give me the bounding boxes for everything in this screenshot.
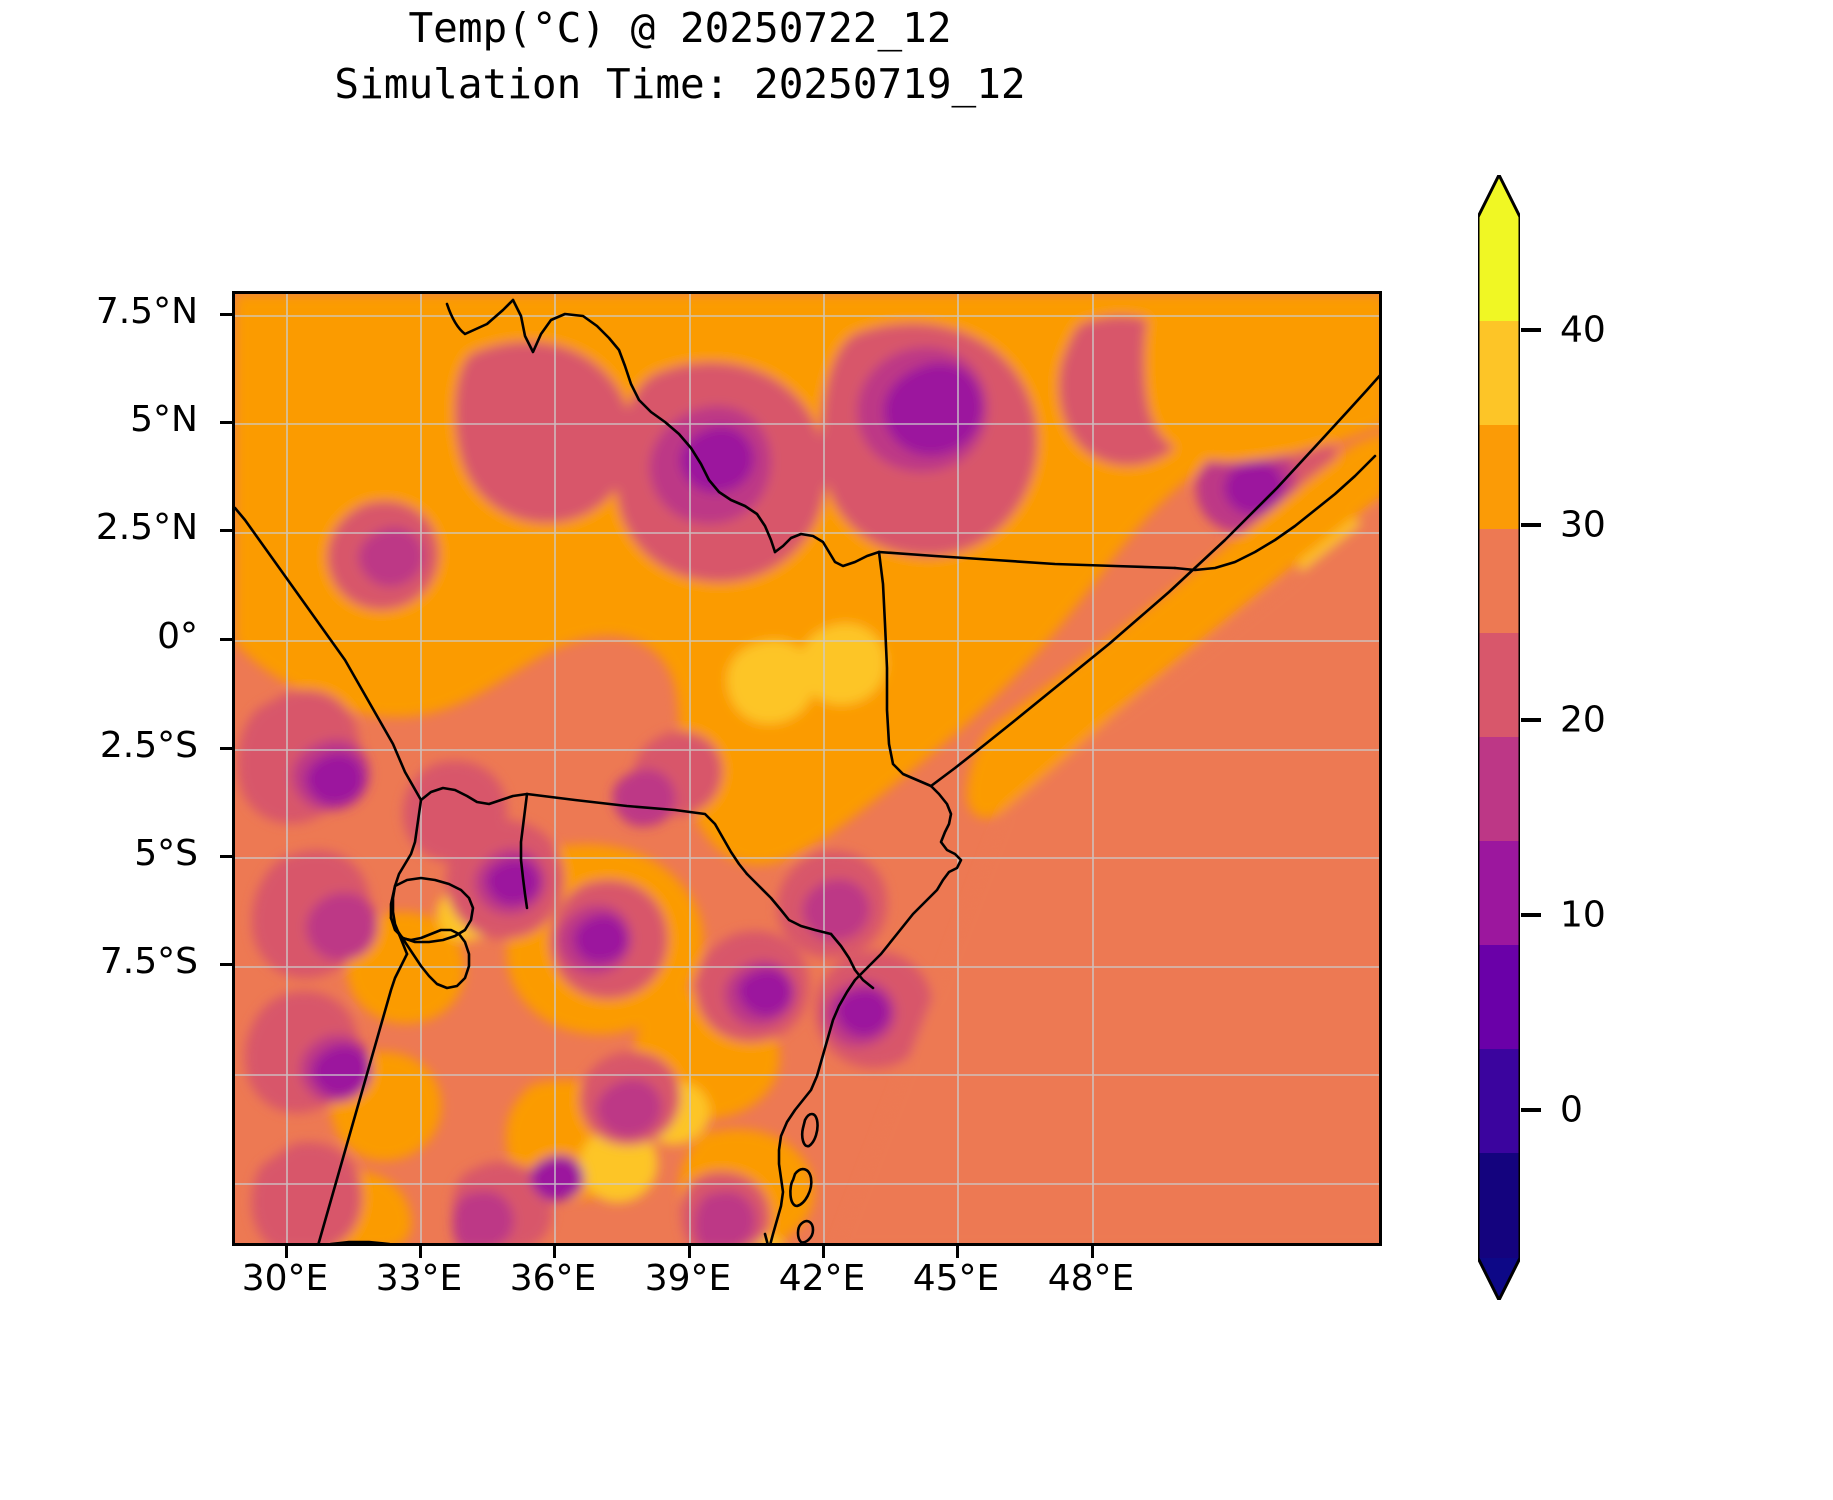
x-tick-label-48e: 48°E — [1047, 1258, 1135, 1299]
y-tick-label-7-5-s: 7.5°S — [99, 941, 198, 982]
x-tick-mark — [688, 1246, 691, 1258]
y-tick-mark — [220, 747, 232, 750]
title-line-1: Temp(°C) @ 20250722_12 — [408, 4, 952, 52]
colorbar-gradient — [1478, 175, 1520, 1300]
y-tick-mark — [220, 421, 232, 424]
colorbar-tick-mark — [1521, 1108, 1541, 1112]
colorbar-tick-mark — [1521, 913, 1541, 917]
x-tick-mark — [822, 1246, 825, 1258]
x-tick-label-39e: 39°E — [644, 1258, 732, 1299]
colorbar-label-40: 40 — [1560, 309, 1606, 351]
colorbar-tick-mark — [1521, 523, 1541, 527]
colorbar[interactable] — [1478, 175, 1520, 1300]
x-tick-mark — [419, 1246, 422, 1258]
page-title: Temp(°C) @ 20250722_12 Simulation Time: … — [0, 0, 1360, 112]
x-tick-label-33e: 33°E — [375, 1258, 463, 1299]
y-tick-label-0: 0° — [157, 616, 198, 657]
x-tick-mark — [956, 1246, 959, 1258]
map-gridlines — [235, 294, 1379, 1243]
x-tick-mark — [285, 1246, 288, 1258]
y-tick-label-7-5-n: 7.5°N — [95, 291, 198, 332]
colorbar-label-0: 0 — [1560, 1089, 1583, 1131]
x-tick-mark — [1091, 1246, 1094, 1258]
map-axes[interactable] — [232, 291, 1382, 1246]
y-tick-mark — [220, 963, 232, 966]
country-borders — [235, 298, 1379, 1243]
x-tick-mark — [553, 1246, 556, 1258]
y-tick-mark — [220, 855, 232, 858]
y-tick-label-2-5-s: 2.5°S — [99, 725, 198, 766]
y-tick-label-5-s: 5°S — [134, 833, 198, 874]
title-line-2: Simulation Time: 20250719_12 — [334, 60, 1026, 108]
colorbar-label-30: 30 — [1560, 504, 1606, 546]
temperature-contour-field — [235, 294, 1379, 1243]
colorbar-label-10: 10 — [1560, 894, 1606, 936]
colorbar-tick-mark — [1521, 328, 1541, 332]
x-tick-label-30e: 30°E — [241, 1258, 329, 1299]
x-tick-label-42e: 42°E — [778, 1258, 866, 1299]
y-tick-mark — [220, 638, 232, 641]
colorbar-tick-mark — [1521, 718, 1541, 722]
y-tick-mark — [220, 529, 232, 532]
colorbar-label-20: 20 — [1560, 699, 1606, 741]
y-tick-label-2-5-n: 2.5°N — [95, 507, 198, 548]
x-tick-label-36e: 36°E — [509, 1258, 597, 1299]
y-tick-label-5-n: 5°N — [130, 399, 198, 440]
x-tick-label-45e: 45°E — [912, 1258, 1000, 1299]
y-tick-mark — [220, 313, 232, 316]
